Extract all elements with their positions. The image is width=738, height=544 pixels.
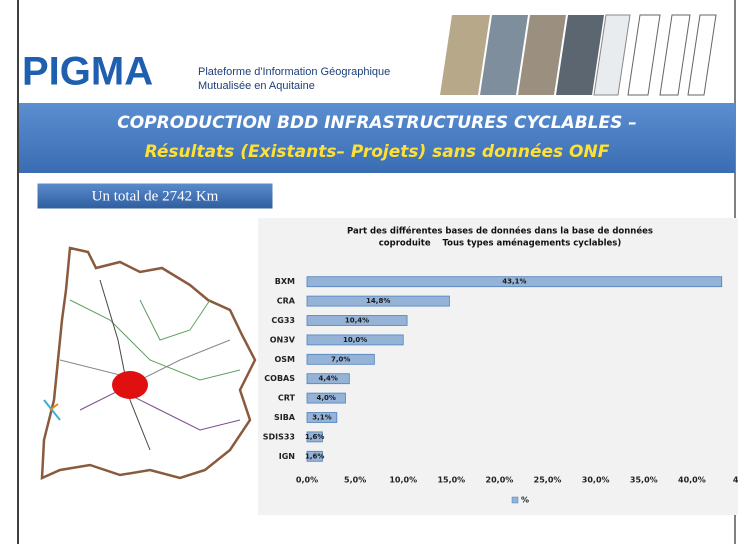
legend-swatch: [511, 496, 519, 504]
x-tick-label: 10,0%: [389, 476, 417, 485]
y-tick-label: ON3V: [270, 335, 296, 344]
bar: [306, 373, 350, 385]
chart-title: coproduite Tous types aménagements cycla…: [379, 238, 622, 249]
total-box: [36, 182, 274, 210]
value-label: 3,1%: [312, 414, 331, 422]
legend-label: %: [521, 496, 529, 505]
bar: [306, 276, 723, 288]
bar: [306, 353, 375, 365]
value-label: 10,4%: [345, 317, 369, 325]
x-tick-label: 35,0%: [630, 476, 658, 485]
y-tick-label: OSM: [274, 355, 295, 364]
bar: [306, 295, 450, 307]
total: Un total de 2742 Km: [92, 188, 219, 204]
y-tick-label: CRT: [278, 394, 296, 403]
logo-subtitle: Plateforme d'Information Géographique: [198, 66, 390, 78]
value-label: 1,6%: [305, 433, 324, 441]
chart-area: [258, 218, 738, 515]
y-tick-label: COBAS: [264, 374, 295, 383]
bar: [306, 334, 404, 346]
value-label: 7,0%: [331, 355, 350, 363]
value-label: 14,8%: [366, 297, 390, 305]
x-tick-label: 25,0%: [534, 476, 562, 485]
banner: [19, 103, 735, 173]
value-label: 4,4%: [318, 375, 337, 383]
banner-subtitle: Résultats (Existants– Projets) sans donn…: [145, 142, 610, 162]
y-tick-label: BXM: [275, 277, 295, 286]
logo-subtitle: Mutualisée en Aquitaine: [198, 80, 315, 92]
x-tick-label: 45,: [733, 476, 738, 485]
x-tick-label: 0,0%: [296, 476, 318, 485]
y-tick-label: SDIS33: [263, 432, 295, 441]
value-label: 1,6%: [305, 452, 324, 460]
bar: [306, 412, 338, 423]
y-tick-label: SIBA: [274, 413, 296, 422]
bar: [306, 392, 346, 404]
bar: [306, 315, 408, 326]
y-tick-label: CRA: [277, 297, 296, 306]
logo: PIGMA: [22, 50, 153, 94]
value-label: 4,0%: [317, 394, 336, 402]
x-tick-label: 20,0%: [486, 476, 514, 485]
value-label: 43,1%: [502, 278, 526, 286]
bar: [306, 450, 323, 462]
banner-title: COPRODUCTION BDD INFRASTRUCTURES CYCLABL…: [117, 113, 637, 133]
x-tick-label: 5,0%: [344, 476, 366, 485]
map: [40, 246, 257, 480]
x-tick-label: 15,0%: [437, 476, 465, 485]
x-tick-label: 30,0%: [582, 476, 610, 485]
photo-strip: [440, 14, 717, 96]
value-label: 10,0%: [343, 336, 367, 344]
bar: [306, 431, 323, 443]
y-tick-label: IGN: [279, 452, 295, 461]
x-tick-label: 40,0%: [678, 476, 706, 485]
y-tick-label: CG33: [271, 316, 295, 325]
chart-title: Part des différentes bases de données da…: [347, 226, 653, 237]
